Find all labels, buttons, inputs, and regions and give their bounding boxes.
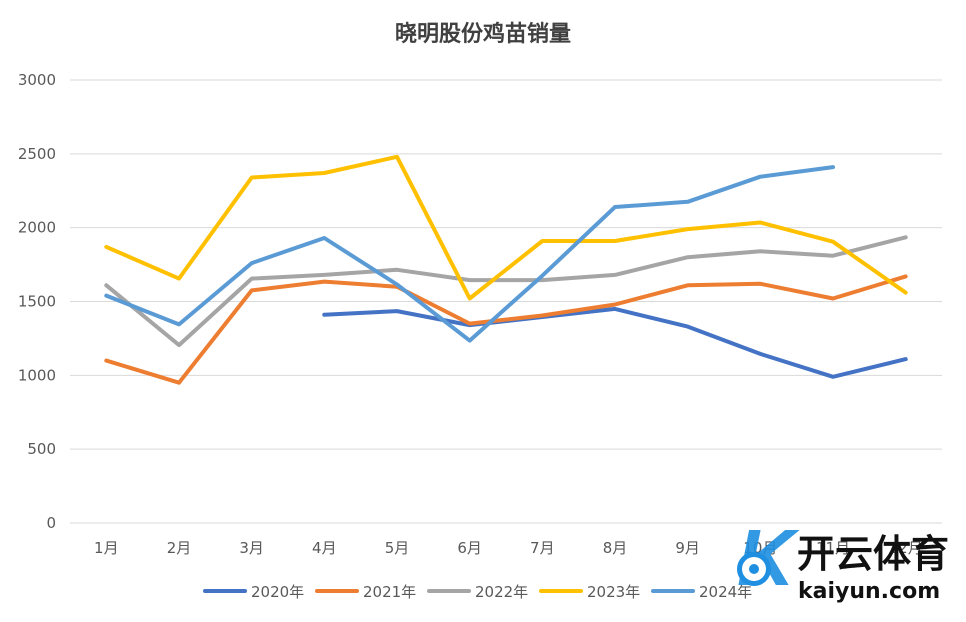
x-tick-label: 5月 <box>385 539 410 557</box>
chart-title: 晓明股份鸡苗销量 <box>395 21 571 47</box>
series-line-1 <box>104 274 908 385</box>
x-tick-label: 12月 <box>889 539 923 557</box>
y-tick-label: 2500 <box>18 145 56 163</box>
gridlines <box>70 79 942 524</box>
y-axis-ticks: 0 500 1000 1500 2000 2500 3000 <box>18 71 56 532</box>
watermark-domain: kaiyun.com <box>798 579 940 604</box>
watermark-brand: 开云体育 <box>797 532 949 576</box>
series-line-0 <box>322 306 908 379</box>
x-tick-label: 6月 <box>457 539 482 557</box>
series-lines <box>104 154 908 385</box>
x-tick-label: 4月 <box>312 539 337 557</box>
series-line-3 <box>104 154 908 301</box>
legend-label: 2021年 <box>363 583 416 601</box>
legend-label: 2020年 <box>251 583 304 601</box>
y-tick-label: 2000 <box>18 219 56 237</box>
legend: 2020年 2021年 2022年 2023年 2024年 <box>203 583 752 601</box>
y-tick-label: 1000 <box>18 366 56 384</box>
x-tick-label: 1月 <box>94 539 119 557</box>
x-tick-label: 11月 <box>816 539 850 557</box>
legend-label: 2022年 <box>475 583 528 601</box>
y-tick-label: 500 <box>27 440 56 458</box>
y-tick-label: 0 <box>46 514 56 532</box>
y-tick-label: 3000 <box>18 71 56 89</box>
legend-label: 2024年 <box>699 583 752 601</box>
x-tick-label: 7月 <box>530 539 555 557</box>
legend-label: 2023年 <box>587 583 640 601</box>
series-line-2 <box>104 235 908 348</box>
x-tick-label: 8月 <box>603 539 628 557</box>
x-tick-label: 3月 <box>239 539 264 557</box>
y-tick-label: 1500 <box>18 293 56 311</box>
series-line-4 <box>104 165 835 343</box>
x-tick-label: 2月 <box>167 539 192 557</box>
x-axis-ticks: 1月 2月 3月 4月 5月 6月 7月 8月 9月 10月 11月 12月 <box>94 539 923 557</box>
x-tick-label: 9月 <box>675 539 700 557</box>
kaiyun-watermark-logo: K 开云体育 kaiyun.com <box>737 513 949 604</box>
